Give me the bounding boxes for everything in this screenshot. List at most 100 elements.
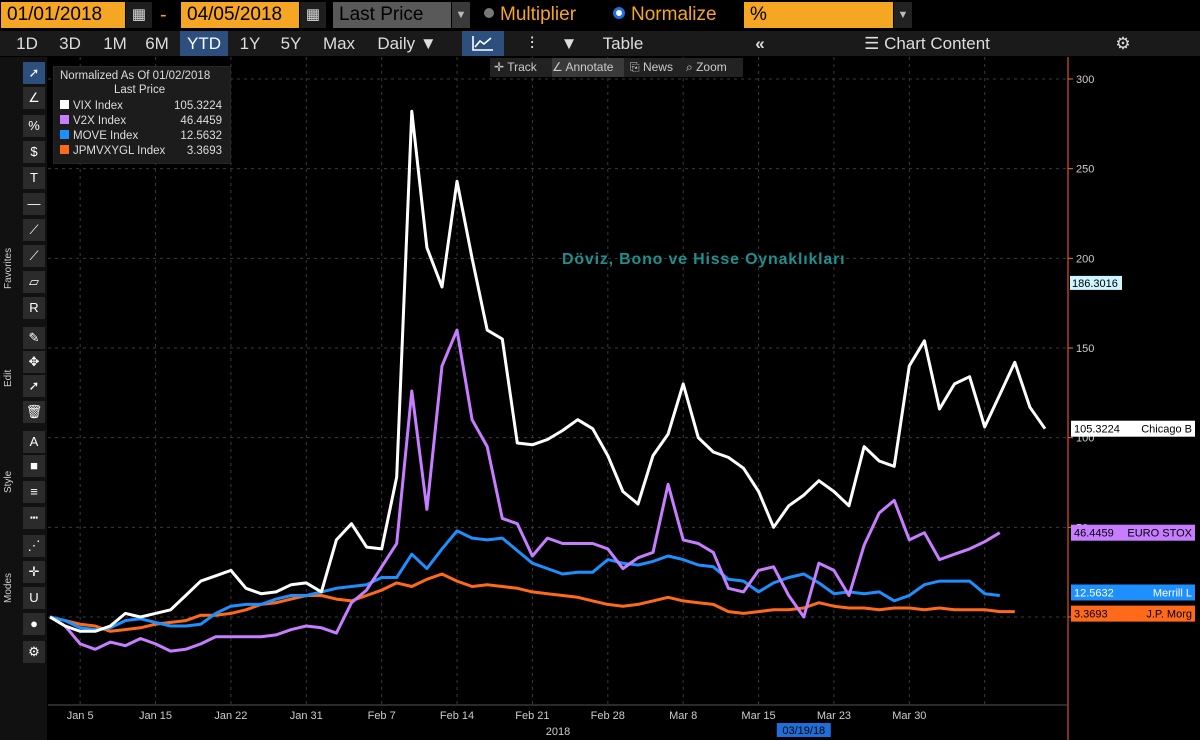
radio-off-icon [484, 7, 494, 18]
legend-item[interactable]: V2X Index 46.4459 [60, 114, 228, 128]
start-date-field[interactable]: 01/01/2018 [1, 2, 125, 28]
legend-series-name: V2X Index [73, 115, 127, 127]
end-date-field[interactable]: 04/05/2018 [181, 2, 299, 28]
units-select[interactable]: % [744, 2, 893, 28]
news-button[interactable]: ⎘ News [630, 58, 682, 77]
percent-icon[interactable]: % [23, 115, 45, 137]
dotted-icon[interactable]: ⋰ [23, 535, 45, 557]
track-button[interactable]: ✛ Track [494, 58, 548, 77]
last-value-series-tag: EURO STOX [1127, 528, 1192, 540]
move-icon[interactable]: ✥ [23, 351, 45, 373]
zoom-button[interactable]: ⌕ Zoom [686, 58, 740, 77]
select-icon[interactable]: ➚ [23, 375, 45, 397]
line-chart-icon[interactable] [462, 31, 504, 56]
fill-icon[interactable]: ■ [23, 455, 45, 477]
last-value-number: 12.5632 [1074, 587, 1114, 599]
magnet-icon[interactable]: U [23, 587, 45, 609]
period-button-6m[interactable]: 6M [145, 34, 169, 53]
text-icon[interactable]: T [23, 167, 45, 189]
last-value-series-tag: J.P. Morg [1146, 609, 1192, 621]
last-value-number: 3.3693 [1074, 609, 1108, 621]
x-tick-label: Jan 5 [67, 710, 94, 722]
settings-icon[interactable]: ⚙ [23, 641, 45, 663]
plot-background [48, 57, 1068, 705]
dollar-icon[interactable]: $ [23, 141, 45, 163]
x-tick-label: Feb 7 [368, 710, 396, 722]
chart-subtoolbar: ✛ Track ∠ Annotate ⎘ News ⌕ Zoom [490, 58, 743, 77]
line-style-icon[interactable]: ┅ [23, 507, 45, 529]
date-separator: - [160, 4, 167, 26]
chevron-down-icon: ▼ [419, 34, 437, 53]
legend-title: Normalized As Of 01/02/2018 [60, 70, 211, 82]
annotate-icon: ∠ [552, 60, 563, 74]
gear-icon[interactable]: ⚙ [1115, 34, 1131, 53]
calendar-icon[interactable]: ▦ [300, 2, 326, 28]
field-select[interactable]: Last Price [333, 2, 451, 28]
left-toolbar: ➚ ∠ % $ T — ⟋ ⟋ ▱ R ✎ ✥ ➚ 🗑 A ■ ≡ ┅ ⋰ ✛ … [0, 57, 47, 740]
y-tick-label: 250 [1076, 164, 1094, 176]
period-button-1m[interactable]: 1M [103, 34, 127, 53]
x-axis-label: 2018 [546, 726, 570, 738]
crosshair-icon[interactable]: ✛ [23, 561, 45, 583]
chevron-down-icon[interactable]: ▼ [560, 34, 578, 53]
legend-item[interactable]: VIX Index 105.3224 [60, 99, 228, 113]
chevron-down-icon[interactable]: ▼ [894, 2, 912, 28]
period-button-1d[interactable]: 1D [16, 34, 38, 53]
table-button[interactable]: Table [602, 34, 644, 53]
line-chart-glyph [472, 36, 493, 51]
annotate-button[interactable]: ∠ Annotate [552, 58, 624, 77]
line-weight-icon[interactable]: ≡ [23, 481, 45, 503]
x-tick-label: Feb 28 [591, 710, 625, 722]
series-line-vix-index[interactable] [49, 109, 1047, 633]
legend-series-value: 105.3224 [174, 100, 222, 112]
chart-content-icon: ☰ [864, 34, 880, 53]
multiplier-radio[interactable]: Multiplier [484, 2, 576, 28]
period-button-1y[interactable]: 1Y [239, 34, 261, 53]
legend-series-value: 12.5632 [180, 130, 222, 142]
period-button-ytd[interactable]: YTD [180, 31, 228, 56]
last-value-series-tag: Chicago B [1141, 424, 1192, 436]
legend-subtitle: Last Price [114, 84, 166, 96]
legend-series-name: MOVE Index [73, 130, 139, 142]
frequency-label: Daily [377, 34, 416, 53]
series-line-move-index[interactable] [49, 529, 1000, 632]
period-button-3d[interactable]: 3D [59, 34, 81, 53]
period-button-5y[interactable]: 5Y [280, 34, 302, 53]
x-tick-label: Jan 22 [214, 710, 247, 722]
bar-chart-icon[interactable]: ⫶ [529, 34, 535, 53]
hline-icon[interactable]: — [23, 193, 45, 215]
zoom-icon: ⌕ [686, 60, 693, 74]
news-icon: ⎘ [630, 60, 640, 74]
normalize-radio[interactable]: Normalize [613, 2, 717, 28]
x-tick-label: Feb 14 [440, 710, 474, 722]
chart-content-button[interactable]: ☰ Chart Content [852, 31, 1002, 56]
x-tick-label: Jan 31 [290, 710, 323, 722]
r-icon[interactable]: R [23, 297, 45, 319]
last-value-tag [1071, 420, 1195, 437]
pencil-icon[interactable]: ✎ [23, 327, 45, 349]
calendar-icon[interactable]: ▦ [126, 2, 152, 28]
trendline-icon[interactable]: ⟋ [23, 219, 45, 241]
last-value-number: 46.4459 [1074, 528, 1114, 540]
normalize-label: Normalize [631, 4, 717, 25]
period-button-max[interactable]: Max [322, 34, 356, 53]
collapse-icon[interactable]: « [755, 34, 765, 53]
chevron-down-icon[interactable]: ▼ [452, 2, 470, 28]
ray-icon[interactable]: ⟋ [23, 245, 45, 267]
font-icon[interactable]: A [23, 431, 45, 453]
color-icon[interactable]: ● [23, 613, 45, 635]
legend-item[interactable]: MOVE Index 12.5632 [60, 129, 228, 143]
cursor-icon[interactable]: ➚ [23, 62, 45, 84]
legend-item[interactable]: JPMVXYGL Index 3.3693 [60, 144, 228, 158]
channel-icon[interactable]: ▱ [23, 271, 45, 293]
last-value-tag [1071, 605, 1195, 622]
chart-legend[interactable]: Normalized As Of 01/02/2018 Last Price V… [53, 66, 231, 164]
frequency-select[interactable]: Daily ▼ [368, 31, 446, 56]
pen-icon[interactable]: ∠ [23, 87, 45, 109]
cursor-date-label: 03/19/18 [782, 725, 825, 737]
series-line-v2x-index[interactable] [49, 328, 1001, 653]
x-tick-label: Mar 15 [741, 710, 775, 722]
x-tick-label: Mar 30 [892, 710, 926, 722]
trash-icon[interactable]: 🗑 [23, 401, 45, 423]
